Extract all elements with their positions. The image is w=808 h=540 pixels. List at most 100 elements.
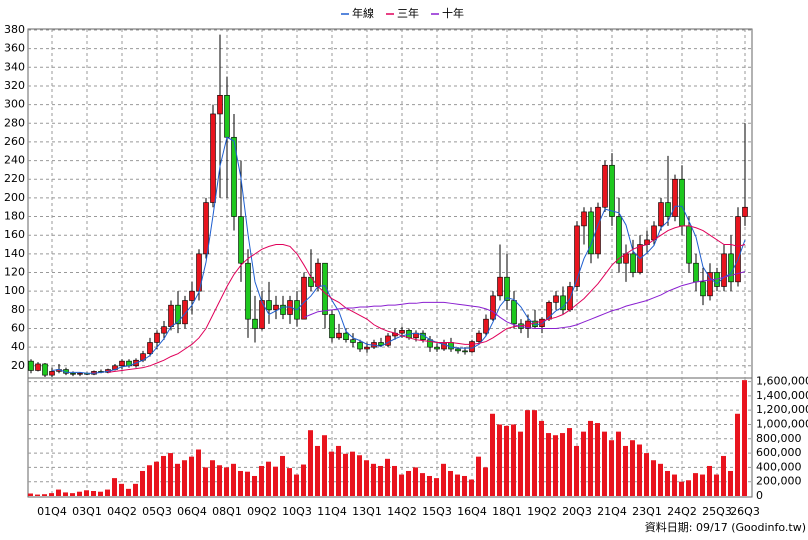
volume-bar (196, 449, 201, 496)
volume-bar (742, 380, 747, 496)
volume-bar (574, 445, 579, 496)
volume-bar (413, 467, 418, 496)
candle-body (350, 339, 356, 343)
candle-body (119, 360, 125, 367)
candle-body (504, 276, 510, 301)
candle-body (511, 300, 517, 325)
volume-bar (511, 424, 516, 496)
volume-bar (259, 465, 264, 496)
volume-bar (693, 473, 698, 496)
candle-body (273, 304, 279, 311)
volume-bar (637, 444, 642, 496)
volume-bar (35, 494, 40, 496)
x-tick-label: 25Q3 (702, 505, 732, 518)
volume-bar (504, 425, 509, 496)
volume-bar (644, 453, 649, 496)
volume-bar (483, 467, 488, 496)
volume-bar (455, 474, 460, 496)
candle-body (616, 216, 622, 264)
volume-bar (301, 464, 306, 496)
volume-bar (280, 455, 285, 496)
x-tick-label: 21Q4 (597, 505, 627, 518)
volume-bar (560, 433, 565, 496)
volume-bar (175, 463, 180, 496)
volume-bar (357, 455, 362, 496)
candle-body (154, 332, 160, 343)
candle-body (602, 164, 608, 208)
volume-bar (105, 489, 110, 496)
volume-bar (238, 470, 243, 496)
y-tick-label: 60 (11, 321, 25, 334)
x-tick-label: 18Q1 (492, 505, 522, 518)
volume-bar (336, 445, 341, 496)
candle-body (721, 253, 727, 287)
candle-body (455, 348, 461, 352)
y-tick-label: 100 (4, 284, 25, 297)
x-tick-label: 03Q1 (72, 505, 102, 518)
x-tick-label: 20Q3 (562, 505, 592, 518)
candle-body (679, 178, 685, 227)
y-tick-label: 160 (4, 228, 25, 241)
legend-label: 三年 (397, 6, 419, 20)
candle-body (609, 164, 615, 217)
y-tick-label: 120 (4, 266, 25, 279)
volume-bar (308, 430, 313, 496)
volume-bar (210, 460, 215, 496)
y-tick-label: 200 (4, 191, 25, 204)
y-tick-label: 20 (11, 359, 25, 372)
volume-bar (42, 494, 47, 496)
volume-bar (553, 435, 558, 496)
note: 資料日期: 09/17 (Goodinfo.tw) (645, 520, 806, 534)
candle-body (560, 295, 566, 311)
volume-bar (441, 463, 446, 496)
volume-bar (588, 420, 593, 496)
x-tick-label: 14Q2 (387, 505, 417, 518)
ma-line (303, 271, 746, 329)
candle-body (357, 342, 363, 350)
candle-body (658, 202, 664, 227)
x-tick-label: 15Q3 (422, 505, 452, 518)
volume-bar (623, 445, 628, 496)
volume-bar (329, 451, 334, 496)
x-tick-label: 16Q4 (457, 505, 487, 518)
volume-bar (567, 428, 572, 496)
y-tick-label: 40 (11, 340, 25, 353)
candle-body (672, 178, 678, 217)
y2-tick-label: 1,400,000 (756, 389, 808, 402)
volume-bar (112, 478, 117, 496)
candle-body (483, 318, 489, 334)
volume-bar (28, 493, 33, 496)
y-tick-label: 180 (4, 210, 25, 223)
volume-bar (735, 413, 740, 496)
candle-body (742, 206, 748, 217)
volume-bar (350, 451, 355, 496)
candle-body (707, 272, 713, 297)
volume-bar (518, 431, 523, 496)
volume-bar (168, 453, 173, 496)
volume-bar (448, 470, 453, 496)
candle-body (245, 262, 251, 320)
y-tick-label: 300 (4, 98, 25, 111)
volume-bar (476, 456, 481, 496)
candle-body (322, 262, 328, 315)
candle-body (574, 225, 580, 287)
volume-bar (728, 470, 733, 496)
x-tick-label: 10Q3 (282, 505, 312, 518)
candle-body (266, 300, 272, 311)
candle-body (735, 216, 741, 283)
volume-bar (154, 461, 159, 496)
candle-body (539, 318, 545, 327)
volume-bar (707, 465, 712, 496)
volume-bar (63, 492, 68, 496)
candle-body (49, 371, 55, 376)
volume-bar (581, 431, 586, 496)
candle-body (399, 330, 405, 334)
x-tick-label: 26Q3 (730, 505, 760, 518)
candle-body (490, 295, 496, 320)
x-tick-label: 13Q1 (352, 505, 382, 518)
ma-line (107, 225, 746, 373)
candle-body (336, 332, 342, 339)
volume-bar (56, 489, 61, 496)
volume-bar (224, 467, 229, 496)
x-tick-label: 01Q4 (37, 505, 67, 518)
